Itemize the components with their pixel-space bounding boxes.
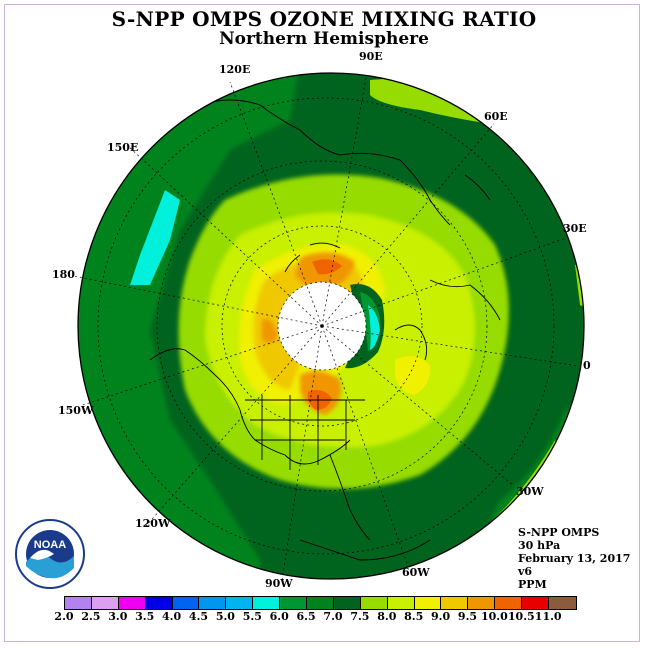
colorbar-cell [65,597,92,609]
map-subtitle: Northern Hemisphere [219,29,429,49]
colorbar-tick-label: 6.0 [269,610,289,623]
noaa-logo: NOAA [15,519,85,589]
colorbar-cell [118,597,146,609]
lon-label-0: 0 [583,359,591,372]
colorbar-cell [280,597,308,609]
colorbar-cell [495,597,523,609]
map-boundary [77,72,585,580]
noaa-logo-text: NOAA [34,539,66,551]
colorbar-cell [468,597,496,609]
lon-label-90e: 90E [359,50,383,63]
colorbar-tick-label: 5.5 [242,610,262,623]
colorbar-cell [549,597,576,609]
colorbar-cell [145,597,173,609]
colorbar-tick-label: 3.0 [108,610,128,623]
colorbar-tick-label: 4.5 [188,610,209,623]
colorbar-cell [91,597,119,609]
colorbar-cell [199,597,227,609]
lon-label-30w: 30W [516,485,544,498]
info-instrument: S-NPP OMPS [518,526,600,539]
colorbar-cell [307,597,334,609]
info-pressure-level: 30 hPa [518,539,561,552]
colorbar-tick-label: 6.5 [296,610,316,623]
coastlines [149,99,501,561]
lon-label-180: 180 [52,268,75,281]
lon-label-30e: 30E [563,222,587,235]
lon-label-60w: 60W [402,566,430,579]
info-date: February 13, 2017 [518,552,631,565]
colorbar-cell [441,597,469,609]
lon-label-120w: 120W [135,517,171,530]
colorbar-cell [333,597,361,609]
lon-label-60e: 60E [484,110,508,123]
colorbar-tick-label: 2.5 [81,610,101,623]
lon-label-120e: 120E [219,63,251,76]
colorbar-cell [387,597,415,609]
graticule [73,77,579,581]
colorbar-tick-label: 8.5 [404,610,424,623]
colorbar [64,596,577,610]
colorbar-cell [226,597,254,609]
colorbar-cell [414,597,442,609]
colorbar-tick-label: 10.0 [480,610,508,623]
colorbar-tick-label: 7.5 [350,610,370,623]
figure-frame [4,4,640,642]
lon-label-150e: 150E [107,141,139,154]
colorbar-tick-label: 5.0 [215,610,235,623]
lon-label-150w: 150W [58,404,94,417]
map-title: S-NPP OMPS OZONE MIXING RATIO [111,7,537,31]
colorbar-tick-label: 7.0 [323,610,343,623]
info-units: PPM [518,578,547,591]
colorbar-cell [253,597,281,609]
info-version: v6 [518,565,533,578]
colorbar-tick-label: 2.0 [54,610,74,623]
colorbar-tick-label: 8.0 [377,610,397,623]
colorbar-tick-label: 4.0 [162,610,182,623]
colorbar-cell [360,597,388,609]
colorbar-tick-label: 9.5 [457,610,478,623]
colorbar-cell [172,597,200,609]
colorbar-cell [522,597,550,609]
colorbar-tick-label: 9.0 [431,610,451,623]
colorbar-tick-label: 11.0 [534,610,562,623]
lon-label-90w: 90W [265,577,293,590]
colorbar-tick-label: 3.5 [135,610,155,623]
colorbar-tick-label: 10.5 [507,610,535,623]
